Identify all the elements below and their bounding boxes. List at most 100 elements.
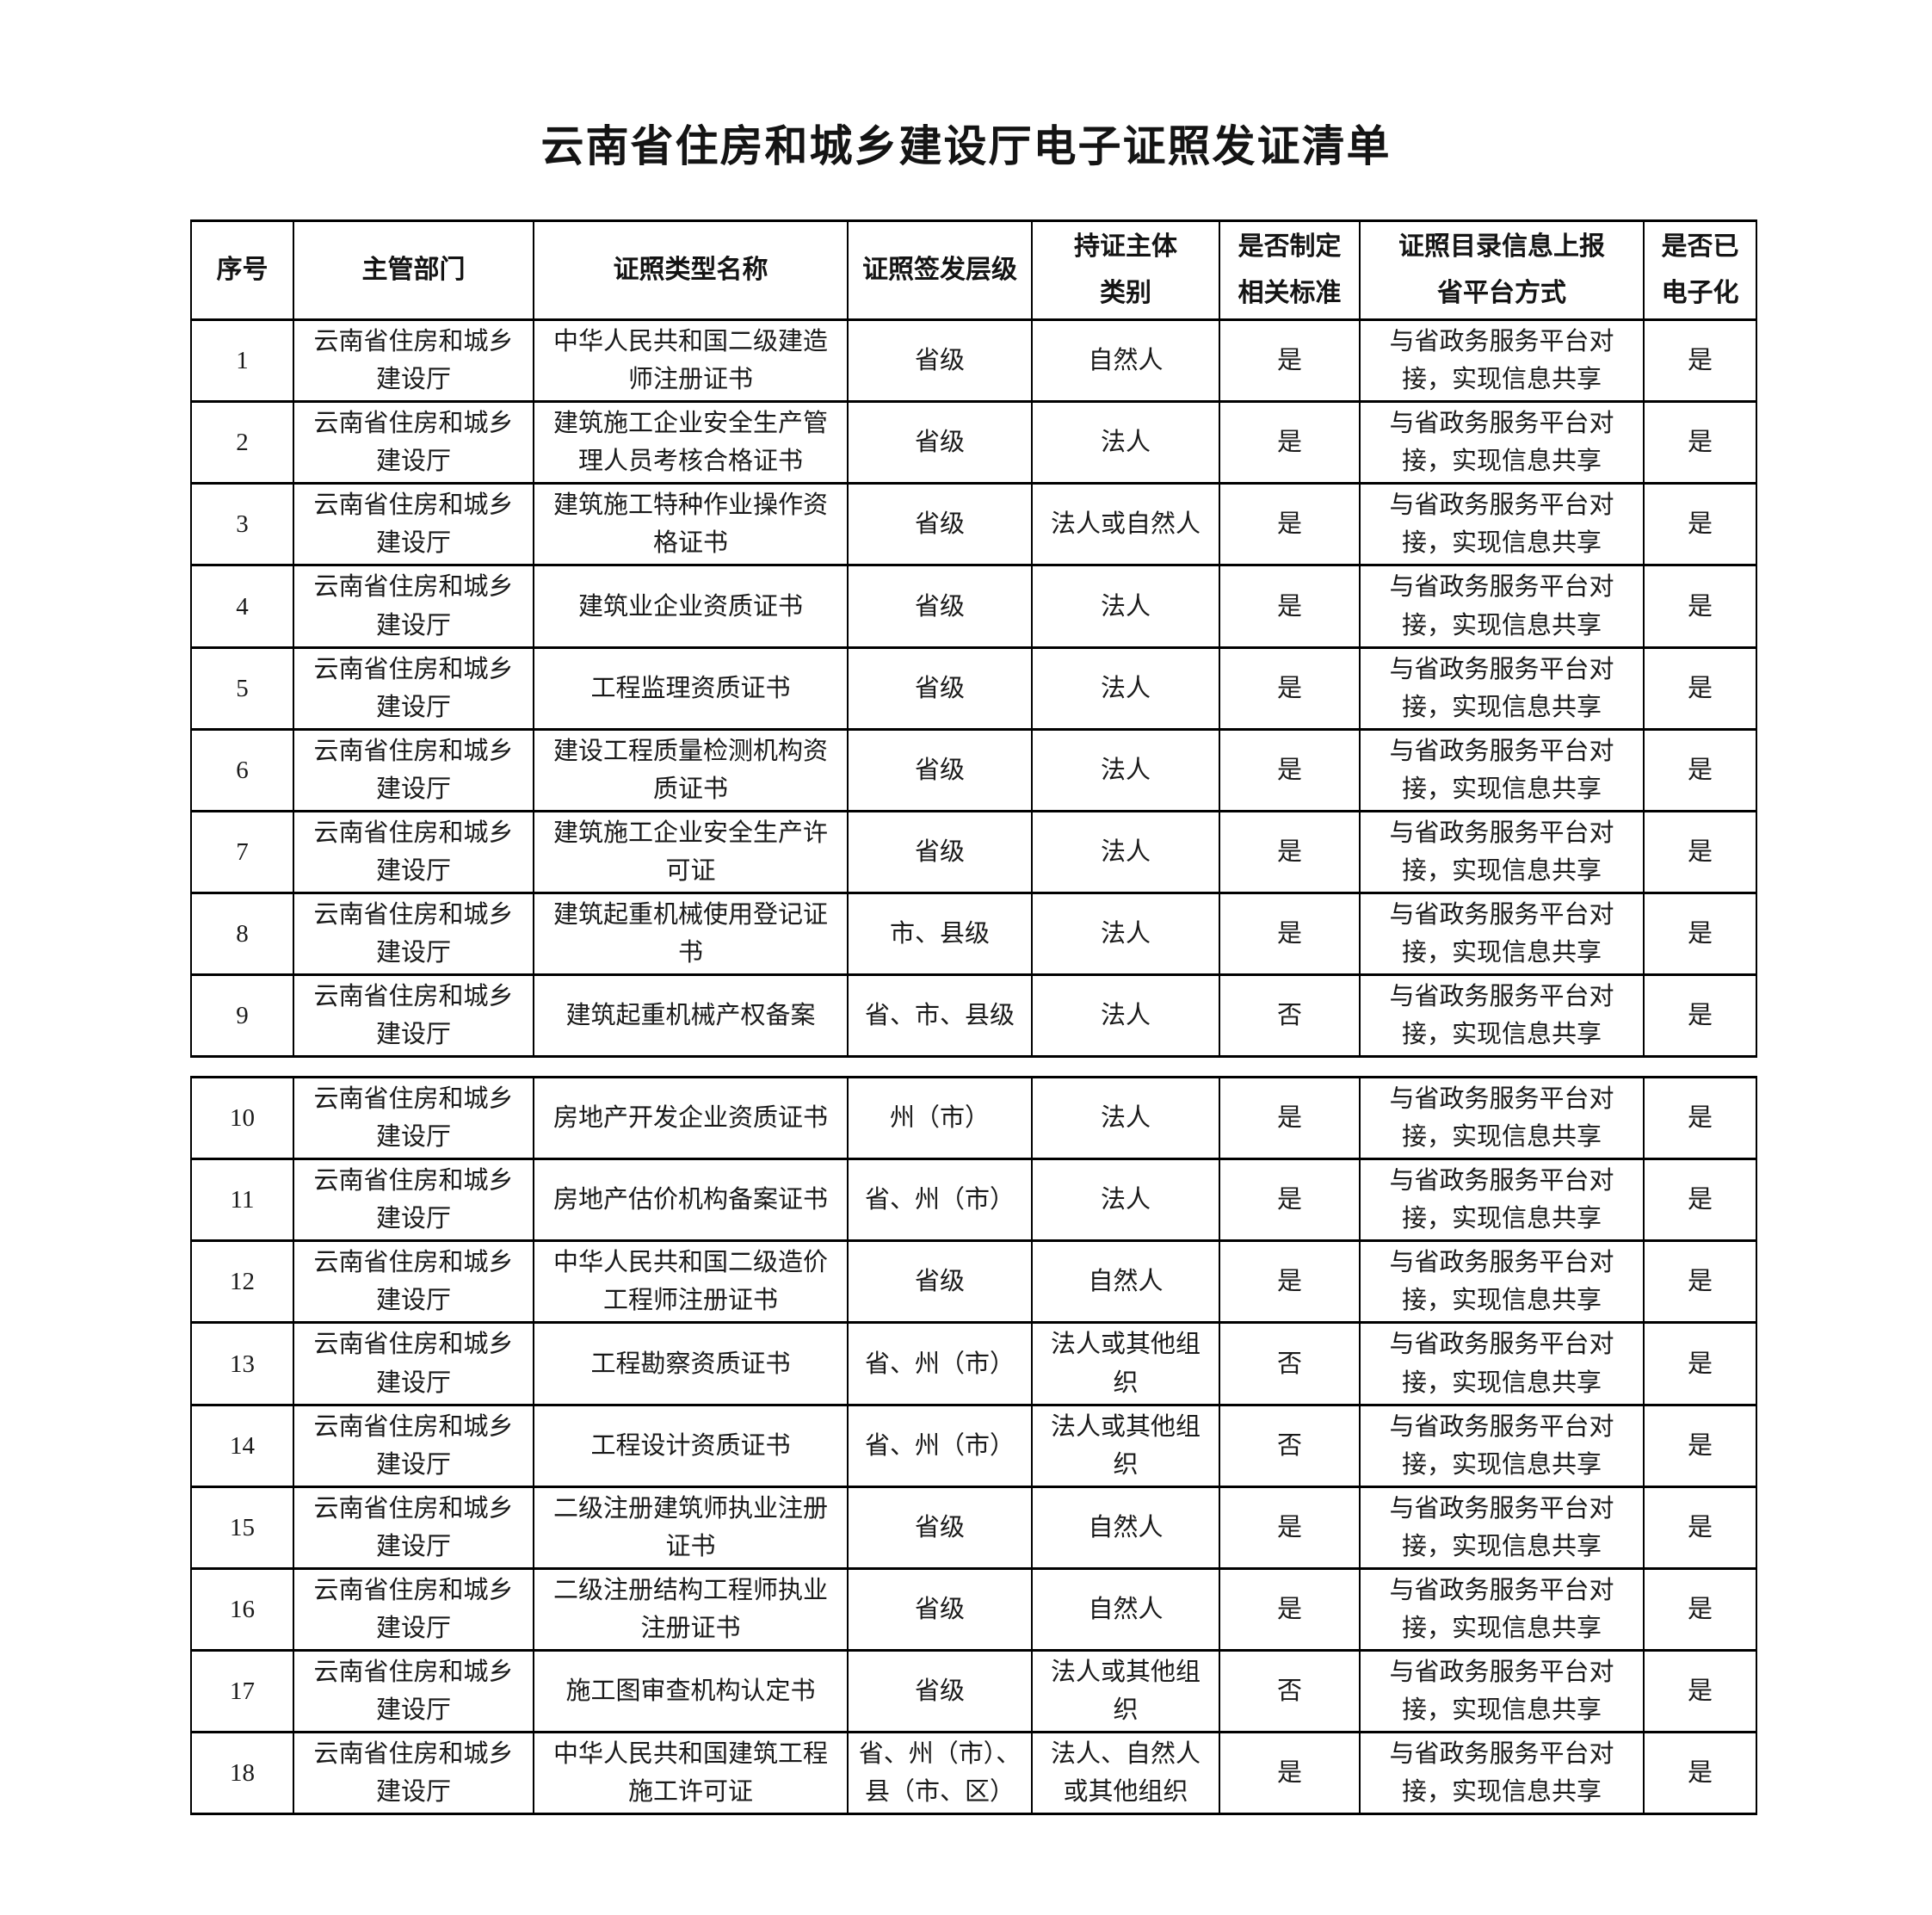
cell-seq: 15 xyxy=(190,1485,294,1570)
page-title: 云南省住房和城乡建设厅电子证照发证清单 xyxy=(540,122,1392,170)
cell-holder-type: 法人 xyxy=(1031,809,1220,895)
cell-department: 云南省住房和城乡 建设厅 xyxy=(293,1649,534,1734)
cell-issue-level: 省级 xyxy=(847,400,1033,485)
cell-department: 云南省住房和城乡 建设厅 xyxy=(293,1075,534,1161)
table-row: 13 云南省住房和城乡 建设厅 工程勘察资质证书 省、州（市） 法人或其他组 织… xyxy=(190,1321,1757,1406)
cell-seq: 12 xyxy=(190,1239,294,1325)
cell-seq: 10 xyxy=(190,1075,294,1161)
cell-issue-level: 省、州（市） xyxy=(847,1403,1033,1488)
cell-digitized: 是 xyxy=(1643,1403,1757,1488)
cell-holder-type: 自然人 xyxy=(1031,1485,1220,1570)
cell-cert-type: 房地产估价机构备案证书 xyxy=(533,1158,849,1243)
cell-report-method: 与省政务服务平台对 接，实现信息共享 xyxy=(1359,482,1645,567)
cell-holder-type: 法人 xyxy=(1031,727,1220,812)
cell-seq: 6 xyxy=(190,727,294,812)
cell-cert-type: 二级注册结构工程师执业 注册证书 xyxy=(533,1566,849,1652)
cell-report-method: 与省政务服务平台对 接，实现信息共享 xyxy=(1359,1321,1645,1406)
table-row: 1 云南省住房和城乡 建设厅 中华人民共和国二级建造 师注册证书 省级 自然人 … xyxy=(190,318,1757,404)
cell-issue-level: 省、州（市）、 县（市、区） xyxy=(847,1731,1033,1816)
cell-cert-type: 建筑起重机械产权备案 xyxy=(533,973,849,1059)
cell-seq: 5 xyxy=(190,646,294,731)
table-row: 12 云南省住房和城乡 建设厅 中华人民共和国二级造价 工程师注册证书 省级 自… xyxy=(190,1239,1757,1325)
cell-report-method: 与省政务服务平台对 接，实现信息共享 xyxy=(1359,1158,1645,1243)
cell-digitized: 是 xyxy=(1643,1649,1757,1734)
cell-cert-type: 中华人民共和国建筑工程 施工许可证 xyxy=(533,1731,849,1816)
cell-digitized: 是 xyxy=(1643,1485,1757,1570)
cell-cert-type: 建筑起重机械使用登记证 书 xyxy=(533,892,849,977)
cell-department: 云南省住房和城乡 建设厅 xyxy=(293,318,534,404)
column-header-digitized: 是否已 电子化 xyxy=(1643,219,1757,321)
cell-report-method: 与省政务服务平台对 接，实现信息共享 xyxy=(1359,564,1645,649)
cell-issue-level: 州（市） xyxy=(847,1075,1033,1161)
cell-seq: 4 xyxy=(190,564,294,649)
cell-holder-type: 法人 xyxy=(1031,1075,1220,1161)
table-row: 8 云南省住房和城乡 建设厅 建筑起重机械使用登记证 书 市、县级 法人 是 与… xyxy=(190,892,1757,977)
table-row: 14 云南省住房和城乡 建设厅 工程设计资质证书 省、州（市） 法人或其他组 织… xyxy=(190,1403,1757,1488)
cell-has-standard: 否 xyxy=(1219,973,1361,1059)
table-row: 18 云南省住房和城乡 建设厅 中华人民共和国建筑工程 施工许可证 省、州（市）… xyxy=(190,1731,1757,1816)
cell-cert-type: 建筑施工企业安全生产管 理人员考核合格证书 xyxy=(533,400,849,485)
cell-report-method: 与省政务服务平台对 接，实现信息共享 xyxy=(1359,1403,1645,1488)
cell-has-standard: 是 xyxy=(1219,1075,1361,1161)
cell-department: 云南省住房和城乡 建设厅 xyxy=(293,1321,534,1406)
column-header-holder-type: 持证主体 类别 xyxy=(1031,219,1220,321)
certificate-table-upper: 序号 主管部门 证照类型名称 证照签发层级 持证主体 类别 是否制定 相关标准 … xyxy=(190,219,1757,1059)
cell-issue-level: 省级 xyxy=(847,482,1033,567)
cell-holder-type: 法人 xyxy=(1031,646,1220,731)
cell-report-method: 与省政务服务平台对 接，实现信息共享 xyxy=(1359,1239,1645,1325)
cell-digitized: 是 xyxy=(1643,973,1757,1059)
cell-issue-level: 省级 xyxy=(847,1239,1033,1325)
table-row: 3 云南省住房和城乡 建设厅 建筑施工特种作业操作资 格证书 省级 法人或自然人… xyxy=(190,482,1757,567)
column-header-report-method: 证照目录信息上报 省平台方式 xyxy=(1359,219,1645,321)
table-row: 9 云南省住房和城乡 建设厅 建筑起重机械产权备案 省、市、县级 法人 否 与省… xyxy=(190,973,1757,1059)
cell-has-standard: 是 xyxy=(1219,564,1361,649)
table-row: 4 云南省住房和城乡 建设厅 建筑业企业资质证书 省级 法人 是 与省政务服务平… xyxy=(190,564,1757,649)
cell-issue-level: 省级 xyxy=(847,1485,1033,1570)
cell-department: 云南省住房和城乡 建设厅 xyxy=(293,1731,534,1816)
cell-digitized: 是 xyxy=(1643,1321,1757,1406)
cell-issue-level: 省、市、县级 xyxy=(847,973,1033,1059)
cell-has-standard: 是 xyxy=(1219,892,1361,977)
cell-digitized: 是 xyxy=(1643,400,1757,485)
cell-has-standard: 是 xyxy=(1219,1158,1361,1243)
cell-seq: 18 xyxy=(190,1731,294,1816)
cell-department: 云南省住房和城乡 建设厅 xyxy=(293,1566,534,1652)
cell-digitized: 是 xyxy=(1643,1158,1757,1243)
cell-report-method: 与省政务服务平台对 接，实现信息共享 xyxy=(1359,1075,1645,1161)
cell-report-method: 与省政务服务平台对 接，实现信息共享 xyxy=(1359,1566,1645,1652)
cell-holder-type: 法人或其他组 织 xyxy=(1031,1321,1220,1406)
table-row: 7 云南省住房和城乡 建设厅 建筑施工企业安全生产许 可证 省级 法人 是 与省… xyxy=(190,809,1757,895)
cell-cert-type: 工程监理资质证书 xyxy=(533,646,849,731)
cell-holder-type: 法人 xyxy=(1031,973,1220,1059)
cell-report-method: 与省政务服务平台对 接，实现信息共享 xyxy=(1359,809,1645,895)
cell-seq: 7 xyxy=(190,809,294,895)
table-row: 2 云南省住房和城乡 建设厅 建筑施工企业安全生产管 理人员考核合格证书 省级 … xyxy=(190,400,1757,485)
cell-cert-type: 建筑施工企业安全生产许 可证 xyxy=(533,809,849,895)
cell-cert-type: 建筑施工特种作业操作资 格证书 xyxy=(533,482,849,567)
cell-cert-type: 建设工程质量检测机构资 质证书 xyxy=(533,727,849,812)
cell-has-standard: 是 xyxy=(1219,1566,1361,1652)
cell-cert-type: 二级注册建筑师执业注册 证书 xyxy=(533,1485,849,1570)
cell-holder-type: 法人或其他组 织 xyxy=(1031,1403,1220,1488)
cell-cert-type: 房地产开发企业资质证书 xyxy=(533,1075,849,1161)
cell-holder-type: 自然人 xyxy=(1031,1566,1220,1652)
cell-issue-level: 市、县级 xyxy=(847,892,1033,977)
table-row: 11 云南省住房和城乡 建设厅 房地产估价机构备案证书 省、州（市） 法人 是 … xyxy=(190,1158,1757,1243)
cell-report-method: 与省政务服务平台对 接，实现信息共享 xyxy=(1359,1731,1645,1816)
table-row: 17 云南省住房和城乡 建设厅 施工图审查机构认定书 省级 法人或其他组 织 否… xyxy=(190,1649,1757,1734)
cell-holder-type: 法人 xyxy=(1031,564,1220,649)
cell-issue-level: 省、州（市） xyxy=(847,1321,1033,1406)
cell-issue-level: 省级 xyxy=(847,1566,1033,1652)
cell-digitized: 是 xyxy=(1643,1239,1757,1325)
cell-seq: 8 xyxy=(190,892,294,977)
table-header-row: 序号 主管部门 证照类型名称 证照签发层级 持证主体 类别 是否制定 相关标准 … xyxy=(190,219,1757,321)
column-header-department: 主管部门 xyxy=(293,219,534,321)
cell-department: 云南省住房和城乡 建设厅 xyxy=(293,1239,534,1325)
cell-cert-type: 工程设计资质证书 xyxy=(533,1403,849,1488)
cell-report-method: 与省政务服务平台对 接，实现信息共享 xyxy=(1359,318,1645,404)
cell-seq: 1 xyxy=(190,318,294,404)
table-header: 序号 主管部门 证照类型名称 证照签发层级 持证主体 类别 是否制定 相关标准 … xyxy=(190,219,1757,321)
cell-digitized: 是 xyxy=(1643,1075,1757,1161)
cell-issue-level: 省级 xyxy=(847,646,1033,731)
